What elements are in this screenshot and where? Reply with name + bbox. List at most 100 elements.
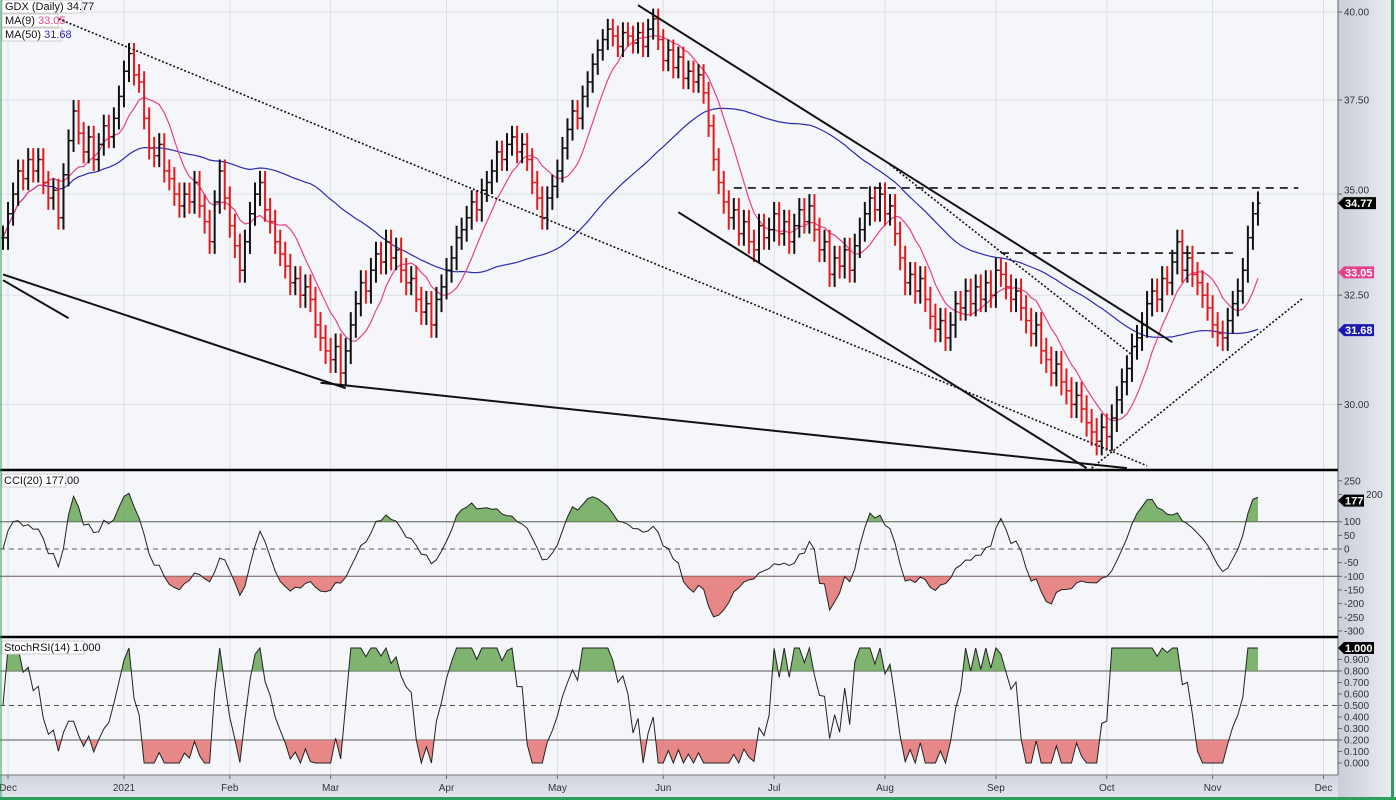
- price-bar: [635, 22, 641, 54]
- legend-ma9-label: MA(9): [5, 15, 35, 27]
- price-bar: [146, 107, 152, 160]
- price-bar: [393, 237, 399, 271]
- tag-text: 33.05: [1345, 267, 1373, 279]
- price-bar: [1184, 245, 1190, 283]
- price-bar: [907, 262, 913, 296]
- price-bar: [973, 274, 979, 317]
- price-bar: [771, 201, 777, 242]
- price-bar: [1089, 408, 1095, 446]
- tag-text: 1.000: [1345, 643, 1373, 655]
- price-bar: [1023, 295, 1029, 334]
- price-bar: [30, 148, 36, 183]
- price-bar: [857, 217, 863, 258]
- price-bar: [151, 136, 157, 168]
- price-bar: [514, 125, 520, 164]
- price-bar: [474, 190, 480, 222]
- price-bar: [806, 194, 812, 234]
- price-bar: [922, 266, 928, 313]
- x-axis-panel: [0, 775, 1338, 800]
- price-bar: [413, 266, 419, 313]
- price-bar: [297, 266, 303, 308]
- price-bar: [10, 182, 16, 226]
- price-bar: [761, 213, 767, 250]
- stochrsi-tick-label: 0.700: [1344, 678, 1369, 689]
- price-bar: [252, 182, 258, 226]
- price-bar: [1134, 324, 1140, 360]
- price-bar: [1058, 350, 1064, 396]
- price-bar: [40, 148, 46, 195]
- price-bar: [262, 170, 268, 222]
- price-bar: [897, 221, 903, 271]
- price-bar: [76, 100, 82, 145]
- price-bar: [610, 18, 616, 47]
- x-tick-label: Jun: [655, 783, 671, 794]
- price-bar: [378, 241, 384, 275]
- price-bar: [968, 278, 974, 317]
- price-bar: [227, 186, 233, 238]
- price-tick-label: 30.00: [1344, 400, 1369, 411]
- price-bar: [479, 178, 485, 222]
- price-bar: [1109, 404, 1115, 451]
- price-bar: [423, 291, 429, 325]
- x-tick-label: Nov: [1204, 783, 1222, 794]
- price-bar: [126, 43, 132, 82]
- price-bar: [272, 209, 278, 254]
- price-bar: [1215, 312, 1221, 347]
- ma50-tag: 31.68: [1338, 324, 1374, 337]
- cci-tick-label: -100: [1344, 572, 1364, 583]
- price-bar: [45, 170, 51, 210]
- left-border: [0, 0, 2, 800]
- price-bar: [1094, 418, 1100, 456]
- solid-trendline: [2, 273, 347, 390]
- cci-tick-label: -150: [1344, 585, 1364, 596]
- bottom-border: [0, 797, 1396, 800]
- price-bar: [55, 178, 61, 230]
- price-bar: [161, 133, 167, 183]
- price-bar: [811, 194, 817, 242]
- price-bar: [927, 286, 933, 330]
- price-bar: [1018, 278, 1024, 321]
- price-bar: [1084, 395, 1090, 437]
- price-tick-label: 40.00: [1344, 8, 1369, 19]
- tag-shape: [1338, 494, 1364, 507]
- price-bar: [998, 257, 1004, 287]
- price-bar: [338, 333, 344, 387]
- price-bar: [832, 245, 838, 287]
- price-bar: [91, 125, 97, 171]
- ma50-line: [2, 107, 1259, 339]
- price-bar: [741, 209, 747, 246]
- price-bar: [363, 270, 369, 304]
- price-bar: [625, 22, 631, 47]
- price-bar: [580, 85, 586, 130]
- tag-shape: [1338, 642, 1374, 654]
- cci-legend: CCI(20) 177.00: [1, 473, 79, 488]
- price-bar: [690, 60, 696, 93]
- price-bar: [1063, 368, 1069, 405]
- price-bar: [1235, 278, 1241, 317]
- price-bar: [197, 170, 203, 218]
- price-bar: [615, 25, 621, 58]
- price-bar: [71, 100, 77, 152]
- x-tick-label: Dec: [0, 783, 17, 794]
- price-bar: [645, 18, 651, 58]
- price-bar: [781, 209, 787, 246]
- price-bar: [171, 167, 177, 206]
- price-bar: [1119, 368, 1125, 414]
- price-bar: [948, 312, 954, 351]
- price-bar: [983, 270, 989, 313]
- stochrsi-tick-label: 0.300: [1344, 724, 1369, 735]
- cci-tick-label: -200: [1344, 599, 1364, 610]
- svg-text:MA(50) 31.68: MA(50) 31.68: [5, 29, 72, 41]
- x-tick-label: 2021: [113, 783, 136, 794]
- price-bar: [942, 307, 948, 351]
- price-bar: [454, 225, 460, 271]
- price-bar: [756, 213, 762, 263]
- price-bar: [1043, 337, 1049, 373]
- trendlines: [2, 4, 1304, 470]
- x-tick-label: Jul: [768, 783, 781, 794]
- price-bar: [388, 229, 394, 271]
- price-bar: [786, 209, 792, 254]
- price-bar: [1099, 413, 1105, 456]
- cci-oversold-fill: [3, 576, 1258, 617]
- price-bar: [867, 186, 873, 226]
